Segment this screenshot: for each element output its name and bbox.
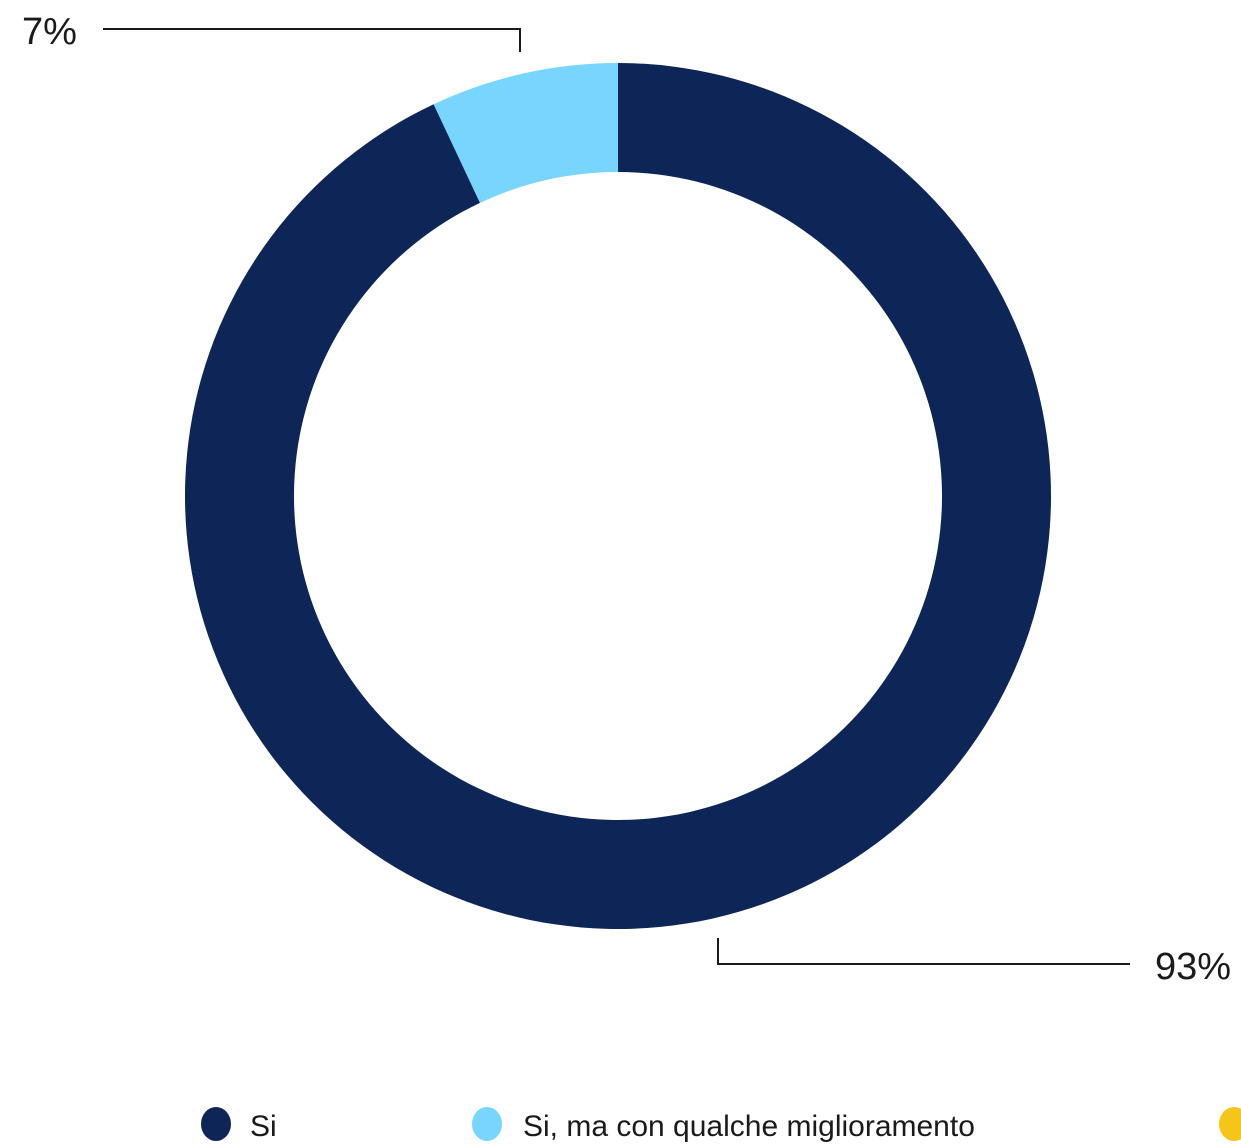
leader-lines — [103, 28, 1130, 965]
leader-line-93pct — [717, 938, 1130, 965]
leader-line-7pct — [103, 28, 521, 52]
legend-item-si: Si — [201, 1107, 277, 1143]
legend-item-si-ma: Si, ma con qualche miglioramento — [472, 1107, 975, 1143]
legend-swatch-si — [201, 1107, 231, 1141]
legend-label-si: Si — [250, 1110, 277, 1143]
donut-slice-si — [184, 63, 1052, 929]
donut-slice-si-ma — [433, 62, 618, 203]
legend-swatch-third — [1219, 1107, 1241, 1141]
data-label-si-ma: 7% — [22, 11, 77, 53]
data-labels: 7% 93% — [22, 11, 1231, 988]
donut-slices — [184, 62, 1052, 929]
legend-label-si-ma: Si, ma con qualche miglioramento — [523, 1110, 975, 1143]
legend-swatch-si-ma — [472, 1107, 502, 1141]
legend-item-third — [1219, 1107, 1241, 1141]
data-label-si: 93% — [1155, 946, 1231, 988]
legend: Si Si, ma con qualche miglioramento — [201, 1107, 1241, 1143]
